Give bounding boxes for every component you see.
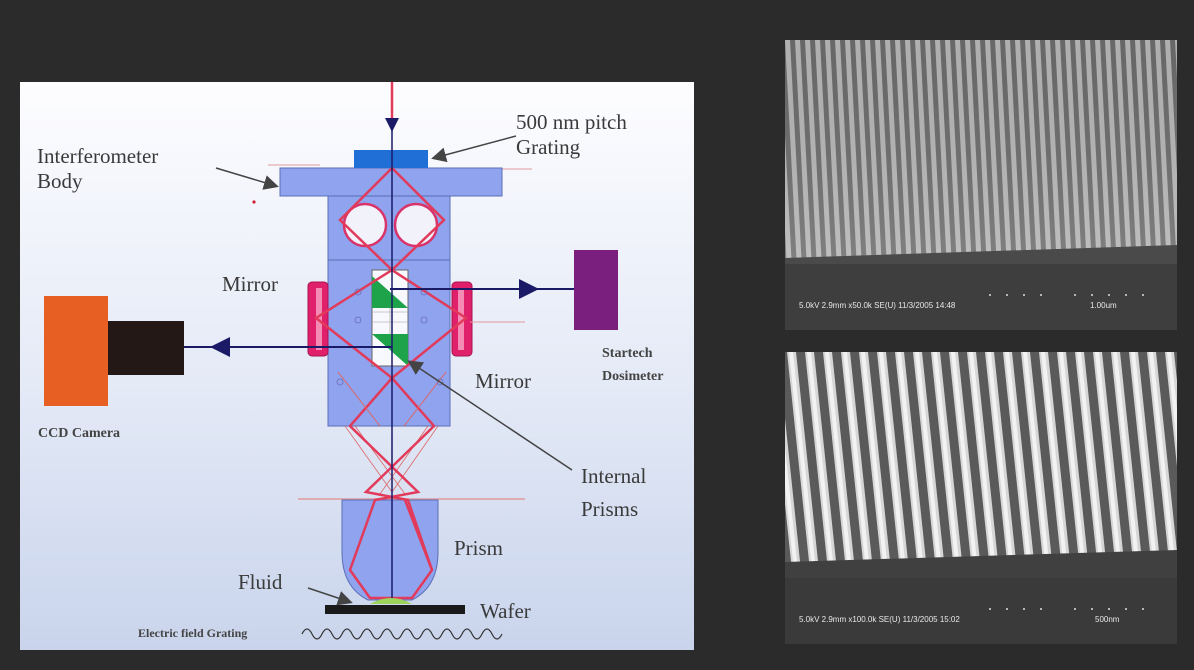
prisms-label: Internal Prisms <box>581 464 646 522</box>
prism-green-top <box>372 276 408 308</box>
fluid-pointer <box>307 587 353 606</box>
body-label-line2: Body <box>37 168 83 193</box>
grating-block <box>354 150 428 168</box>
incoming-arrow <box>385 118 399 132</box>
sem-scale-ticks-bottom <box>989 608 1144 610</box>
sem-grating-lines-bottom <box>785 352 1177 582</box>
dosimeter-label: Startech Startech Dosimeter <box>602 346 663 385</box>
prisms-label-line1: Internal <box>581 464 647 488</box>
interferometer-diagram: 500 nm pitch Grating Interferometer Body… <box>20 82 694 650</box>
grating-pointer <box>431 135 517 163</box>
sem-image-bottom: 5.0kV 2.9mm x100.0k SE(U) 11/3/2005 15:0… <box>785 352 1177 644</box>
dosimeter-box <box>574 250 618 330</box>
sem-info-bottom: 5.0kV 2.9mm x100.0k SE(U) 11/3/2005 15:0… <box>799 615 960 624</box>
sem-scale-top: 1.00um <box>1090 301 1117 310</box>
fluid-label: Fluid <box>238 570 283 594</box>
sem-info-top: 5.0kV 2.9mm x50.0k SE(U) 11/3/2005 14:48 <box>799 301 956 310</box>
mirror-left-label: Mirror <box>222 272 278 296</box>
prisms-label-line2: Prisms <box>581 496 639 521</box>
camera-body <box>44 296 108 406</box>
sem-image-top: 5.0kV 2.9mm x50.0k SE(U) 11/3/2005 14:48… <box>785 40 1177 330</box>
prisms-pointer <box>407 360 573 471</box>
diagram-drawing <box>44 82 618 640</box>
body-label-line1: Interferometer <box>37 144 159 168</box>
prism-green-bottom <box>372 334 408 366</box>
grating-label: 500 nm pitch Grating <box>516 110 627 160</box>
wafer-label: Wafer <box>480 599 531 623</box>
mirror-right-label: Mirror <box>475 369 531 393</box>
body-pointer <box>215 167 279 190</box>
body-label: Interferometer Body <box>37 144 158 194</box>
grating-label-line2: Grating <box>516 134 581 159</box>
camera-lens <box>108 321 184 375</box>
sem-scale-ticks-top <box>989 294 1144 296</box>
efield-label: Electric field Grating <box>138 626 248 640</box>
grating-label-line1: 500 nm pitch <box>516 110 627 134</box>
camera-label: CCD Camera <box>38 426 121 441</box>
wafer-plate <box>325 605 465 614</box>
prism-label: Prism <box>454 536 504 560</box>
lens-circle-right <box>393 202 439 248</box>
dosimeter-label-line1: Startech <box>602 346 653 361</box>
dosimeter-label-line2: Dosimeter <box>602 368 664 384</box>
efield-wave <box>301 628 503 640</box>
fluid-layer <box>370 598 412 604</box>
sem-grating-lines-top <box>785 40 1177 290</box>
sem-scale-bottom: 500nm <box>1095 615 1120 624</box>
